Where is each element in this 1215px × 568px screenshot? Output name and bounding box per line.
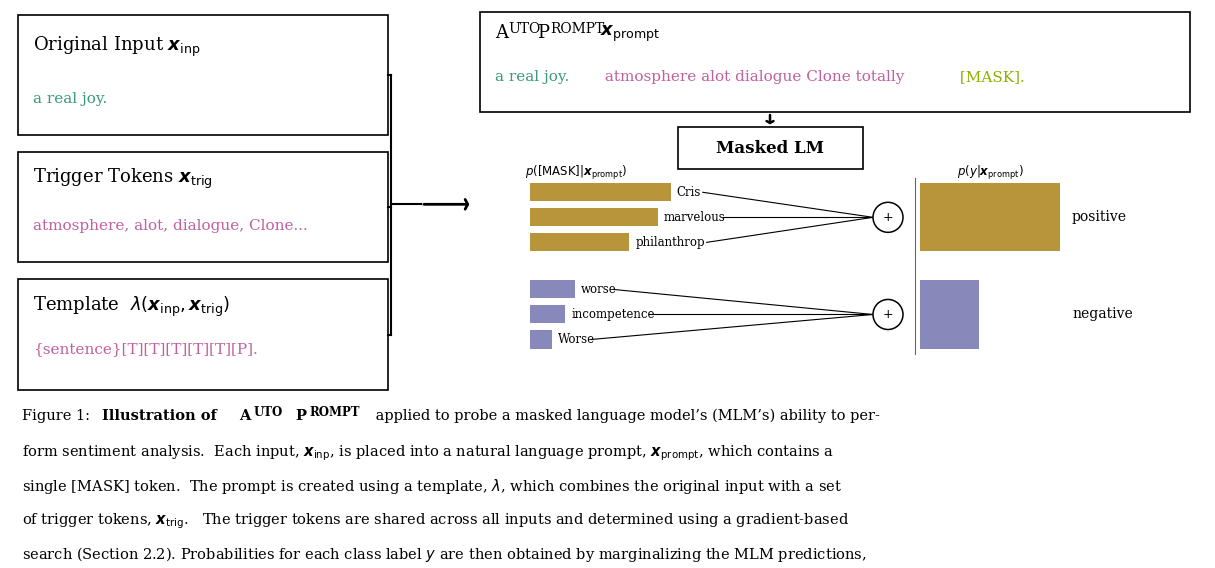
Text: marvelous: marvelous: [665, 211, 725, 224]
FancyBboxPatch shape: [18, 15, 388, 135]
Circle shape: [874, 299, 903, 329]
Text: $p(\mathrm{[MASK]}|\boldsymbol{x}_{\mathrm{prompt}})$: $p(\mathrm{[MASK]}|\boldsymbol{x}_{\math…: [525, 164, 627, 182]
Text: search (Section 2.2). Probabilities for each class label $y$ are then obtained b: search (Section 2.2). Probabilities for …: [22, 545, 866, 564]
FancyBboxPatch shape: [18, 152, 388, 262]
Text: a real joy.: a real joy.: [33, 92, 107, 106]
Bar: [530, 331, 553, 349]
Text: [MASK].: [MASK].: [955, 70, 1024, 84]
Text: Template  $\lambda(\boldsymbol{x}_{\mathrm{inp}}, \boldsymbol{x}_{\mathrm{trig}}: Template $\lambda(\boldsymbol{x}_{\mathr…: [33, 294, 230, 319]
Text: +: +: [882, 211, 893, 224]
Bar: [530, 183, 671, 201]
Text: UTO: UTO: [509, 22, 541, 36]
Text: worse: worse: [581, 283, 616, 296]
Text: atmosphere, alot, dialogue, Clone...: atmosphere, alot, dialogue, Clone...: [33, 219, 307, 233]
Bar: [530, 281, 575, 298]
Text: philanthrop: philanthrop: [635, 236, 705, 249]
Text: ROMPT: ROMPT: [310, 406, 360, 419]
Text: +: +: [882, 308, 893, 321]
Text: incompetence: incompetence: [571, 308, 655, 321]
Bar: [530, 208, 659, 226]
Bar: [920, 183, 1059, 252]
Circle shape: [874, 202, 903, 232]
Text: Figure 1:: Figure 1:: [22, 409, 100, 423]
Text: negative: negative: [1072, 307, 1132, 321]
Bar: [530, 306, 565, 324]
FancyBboxPatch shape: [18, 279, 388, 390]
Text: Masked LM: Masked LM: [716, 140, 824, 157]
Text: Trigger Tokens $\boldsymbol{x}_{\mathrm{trig}}$: Trigger Tokens $\boldsymbol{x}_{\mathrm{…: [33, 167, 213, 191]
FancyBboxPatch shape: [480, 12, 1189, 112]
Text: applied to probe a masked language model’s (MLM’s) ability to per-: applied to probe a masked language model…: [372, 409, 880, 423]
Bar: [530, 233, 629, 252]
Text: Illustration of: Illustration of: [102, 409, 222, 423]
Text: of trigger tokens, $\boldsymbol{x}_{\mathrm{trig}}$.   The trigger tokens are sh: of trigger tokens, $\boldsymbol{x}_{\mat…: [22, 511, 849, 531]
Text: Worse: Worse: [559, 333, 595, 346]
Text: Original Input $\boldsymbol{x}_{\mathrm{inp}}$: Original Input $\boldsymbol{x}_{\mathrm{…: [33, 35, 200, 59]
Text: A: A: [238, 409, 250, 423]
Text: positive: positive: [1072, 210, 1128, 224]
Text: P: P: [295, 409, 306, 423]
Text: $p(y|\boldsymbol{x}_{\mathrm{prompt}})$: $p(y|\boldsymbol{x}_{\mathrm{prompt}})$: [956, 164, 1023, 182]
Text: A: A: [495, 24, 508, 42]
Text: atmosphere alot dialogue Clone totally: atmosphere alot dialogue Clone totally: [600, 70, 904, 84]
Text: $\boldsymbol{x}_{\mathrm{prompt}}$: $\boldsymbol{x}_{\mathrm{prompt}}$: [600, 24, 660, 44]
Text: a real joy.: a real joy.: [495, 70, 570, 84]
Text: UTO: UTO: [254, 406, 283, 419]
Text: ROMPT: ROMPT: [550, 22, 605, 36]
FancyBboxPatch shape: [678, 127, 863, 169]
Bar: [920, 281, 979, 349]
Text: Cris: Cris: [677, 186, 701, 199]
Text: {sentence}[T][T][T][T][T][P].: {sentence}[T][T][T][T][T][P].: [33, 343, 258, 357]
Text: form sentiment analysis.  Each input, $\boldsymbol{x}_{\mathrm{inp}}$, is placed: form sentiment analysis. Each input, $\b…: [22, 443, 833, 463]
Text: single [MASK] token.  The prompt is created using a template, $\lambda$, which c: single [MASK] token. The prompt is creat…: [22, 477, 842, 496]
Text: P: P: [537, 24, 549, 42]
